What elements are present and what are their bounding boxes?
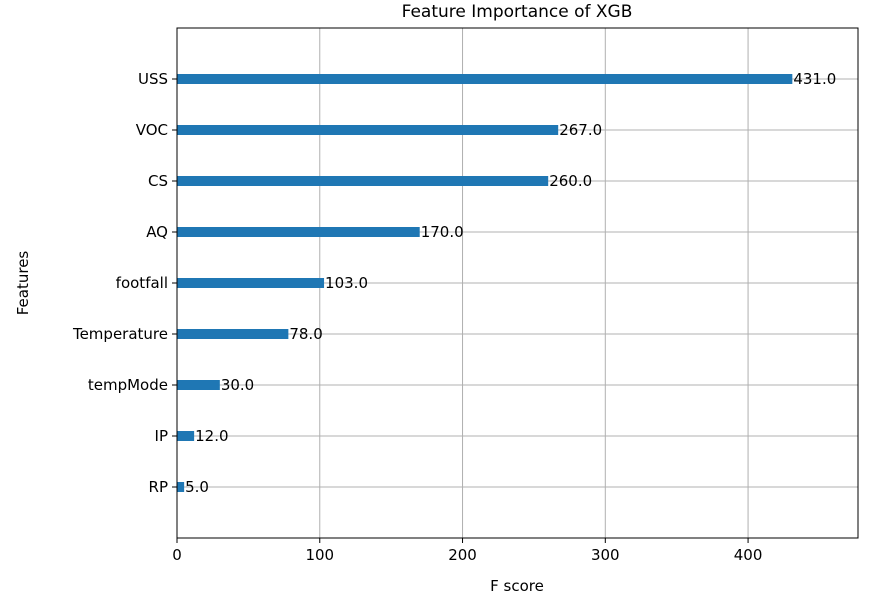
y-tick-label: USS <box>138 70 168 88</box>
x-tick-label: 400 <box>734 546 763 564</box>
bar <box>177 125 559 135</box>
bar <box>177 278 325 288</box>
x-tick-label: 100 <box>305 546 334 564</box>
x-tick-label: 300 <box>591 546 620 564</box>
bar-value-label: 170.0 <box>421 223 464 241</box>
bar <box>177 176 549 186</box>
data-labels: 431.0 267.0 260.0 170.0 103.0 78.0 30.0 12.0 5.0 <box>185 70 836 496</box>
y-tick-label: RP <box>149 478 168 496</box>
bar-value-label: 78.0 <box>289 325 322 343</box>
bar-value-label: 30.0 <box>221 376 254 394</box>
y-tick-label: Temperature <box>72 325 168 343</box>
bar-value-label: 267.0 <box>559 121 602 139</box>
bar-value-label: 12.0 <box>195 427 228 445</box>
bar-value-label: 431.0 <box>793 70 836 88</box>
y-tick-label: CS <box>148 172 168 190</box>
bar-value-label: 260.0 <box>549 172 592 190</box>
bar-value-label: 103.0 <box>325 274 368 292</box>
y-tick-label: AQ <box>146 223 168 241</box>
x-tick-label: 0 <box>172 546 182 564</box>
x-axis-label: F score <box>490 577 544 595</box>
bar <box>177 380 220 390</box>
bar <box>177 227 420 237</box>
y-tick-label: tempMode <box>88 376 168 394</box>
bar <box>177 482 185 492</box>
y-tick-label: footfall <box>116 274 168 292</box>
bars <box>177 74 793 492</box>
y-axis-label: Features <box>14 251 32 316</box>
bar <box>177 431 195 441</box>
bar <box>177 74 793 84</box>
x-tick-label: 200 <box>448 546 477 564</box>
chart-title: Feature Importance of XGB <box>402 2 633 22</box>
y-tick-label: IP <box>155 427 168 445</box>
axis-ticks: 0 100 200 300 400 USS VOC CS AQ footfall Temperatu… <box>72 70 762 564</box>
bar <box>177 329 289 339</box>
bar-value-label: 5.0 <box>185 478 209 496</box>
y-tick-label: VOC <box>136 121 168 139</box>
